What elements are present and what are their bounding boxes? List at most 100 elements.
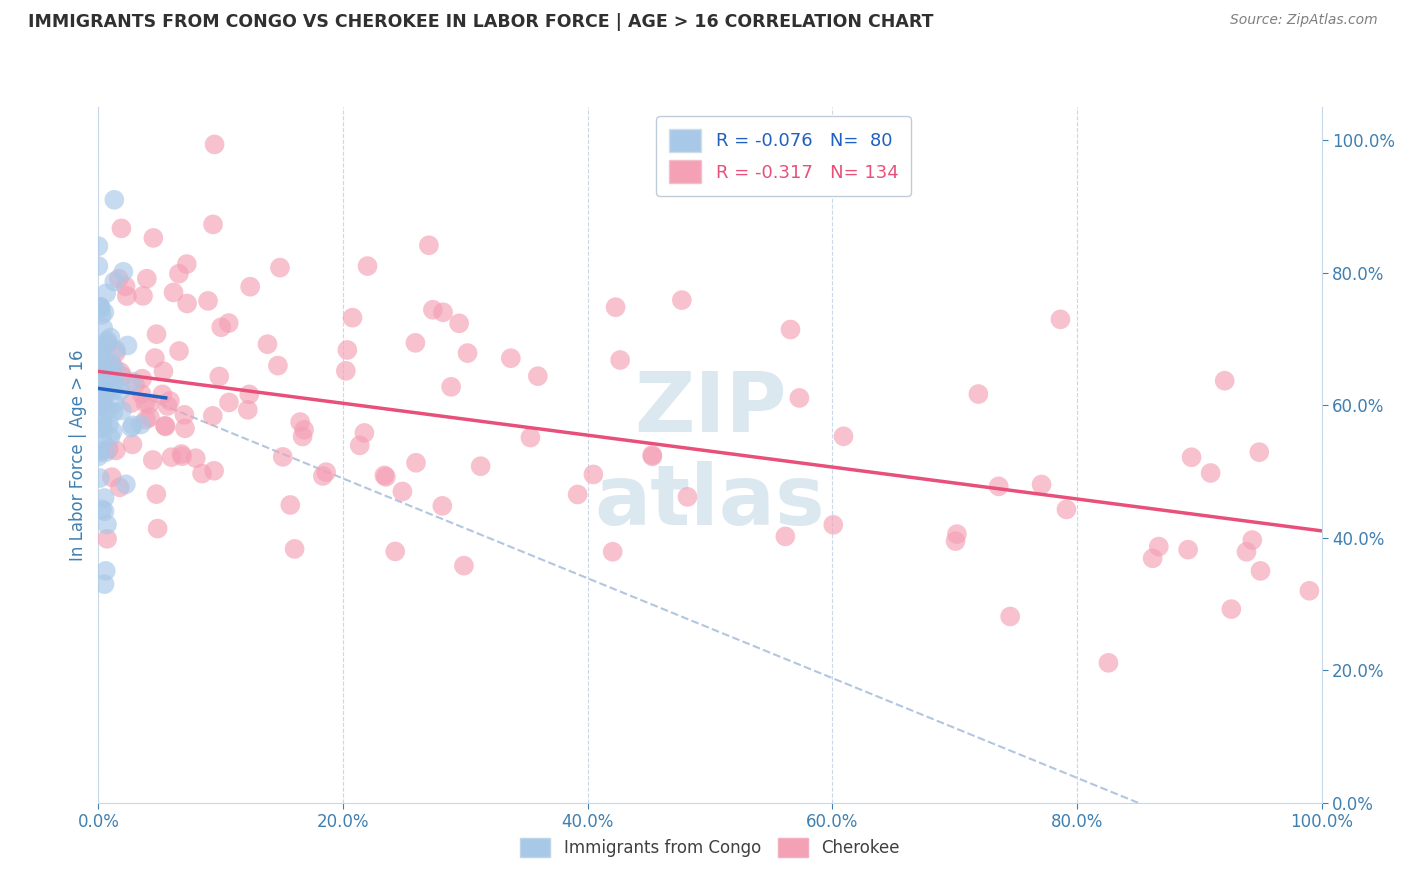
Text: Source: ZipAtlas.com: Source: ZipAtlas.com bbox=[1230, 13, 1378, 28]
Point bbox=[104, 396, 127, 410]
Point bbox=[90, 308, 112, 322]
Point bbox=[97, 403, 120, 417]
Point bbox=[89, 391, 111, 405]
Point bbox=[87, 259, 110, 273]
Point bbox=[353, 425, 375, 440]
Point bbox=[527, 369, 550, 384]
Point bbox=[238, 387, 260, 401]
Point bbox=[457, 346, 479, 360]
Point bbox=[1298, 583, 1320, 598]
Point bbox=[267, 359, 290, 373]
Point bbox=[91, 384, 114, 398]
Point bbox=[103, 193, 125, 207]
Point bbox=[967, 387, 990, 401]
Point bbox=[269, 260, 291, 275]
Point bbox=[374, 470, 396, 484]
Point bbox=[135, 271, 157, 285]
Point bbox=[176, 257, 198, 271]
Point bbox=[101, 359, 124, 373]
Point bbox=[440, 380, 463, 394]
Point bbox=[1177, 542, 1199, 557]
Point bbox=[135, 412, 157, 426]
Point bbox=[987, 479, 1010, 493]
Point bbox=[152, 364, 174, 378]
Point bbox=[1056, 502, 1078, 516]
Point bbox=[96, 381, 118, 395]
Point bbox=[284, 541, 307, 556]
Point bbox=[97, 374, 120, 388]
Point bbox=[100, 356, 122, 370]
Point bbox=[91, 502, 114, 516]
Point bbox=[91, 433, 114, 447]
Point bbox=[201, 409, 224, 423]
Point bbox=[176, 296, 198, 310]
Legend: Immigrants from Congo, Cherokee: Immigrants from Congo, Cherokee bbox=[513, 831, 907, 864]
Point bbox=[121, 418, 143, 433]
Point bbox=[94, 445, 117, 459]
Point bbox=[432, 305, 454, 319]
Point bbox=[172, 449, 194, 463]
Point bbox=[671, 293, 693, 307]
Point bbox=[641, 450, 664, 464]
Point bbox=[93, 372, 115, 386]
Point bbox=[96, 334, 118, 348]
Point bbox=[1249, 564, 1271, 578]
Point bbox=[499, 351, 522, 366]
Point bbox=[108, 480, 131, 494]
Point bbox=[1147, 540, 1170, 554]
Point bbox=[94, 362, 117, 376]
Point bbox=[160, 450, 183, 464]
Point bbox=[202, 218, 225, 232]
Point bbox=[1049, 312, 1071, 326]
Point bbox=[945, 534, 967, 549]
Point bbox=[89, 471, 111, 485]
Point bbox=[101, 375, 124, 389]
Point bbox=[779, 322, 801, 336]
Point bbox=[87, 376, 110, 391]
Point bbox=[1097, 656, 1119, 670]
Point bbox=[208, 369, 231, 384]
Point bbox=[115, 477, 138, 491]
Point bbox=[373, 468, 395, 483]
Text: ZIP
atlas: ZIP atlas bbox=[595, 368, 825, 542]
Point bbox=[131, 372, 153, 386]
Point bbox=[404, 335, 426, 350]
Point bbox=[110, 384, 132, 398]
Point bbox=[209, 320, 232, 334]
Point bbox=[342, 310, 364, 325]
Point bbox=[121, 437, 143, 451]
Point bbox=[1241, 533, 1264, 547]
Point bbox=[90, 392, 112, 406]
Point bbox=[218, 395, 240, 409]
Point bbox=[89, 351, 111, 365]
Point bbox=[775, 529, 797, 543]
Point bbox=[146, 522, 169, 536]
Point bbox=[120, 396, 142, 410]
Point bbox=[93, 577, 115, 591]
Point bbox=[132, 289, 155, 303]
Point bbox=[114, 279, 136, 293]
Point bbox=[335, 364, 357, 378]
Point bbox=[167, 267, 190, 281]
Point bbox=[519, 431, 541, 445]
Point bbox=[1220, 602, 1243, 616]
Point bbox=[121, 375, 143, 389]
Point bbox=[91, 359, 114, 373]
Point bbox=[292, 423, 315, 437]
Point bbox=[138, 397, 160, 411]
Point bbox=[789, 391, 811, 405]
Point bbox=[117, 338, 139, 352]
Point bbox=[97, 336, 120, 351]
Point bbox=[582, 467, 605, 482]
Point bbox=[87, 357, 110, 371]
Point bbox=[946, 527, 969, 541]
Point bbox=[90, 386, 112, 401]
Point bbox=[112, 265, 135, 279]
Point bbox=[98, 364, 121, 378]
Point bbox=[170, 447, 193, 461]
Point bbox=[271, 450, 294, 464]
Point bbox=[159, 393, 181, 408]
Point bbox=[256, 337, 278, 351]
Point bbox=[120, 420, 142, 434]
Point bbox=[100, 430, 122, 444]
